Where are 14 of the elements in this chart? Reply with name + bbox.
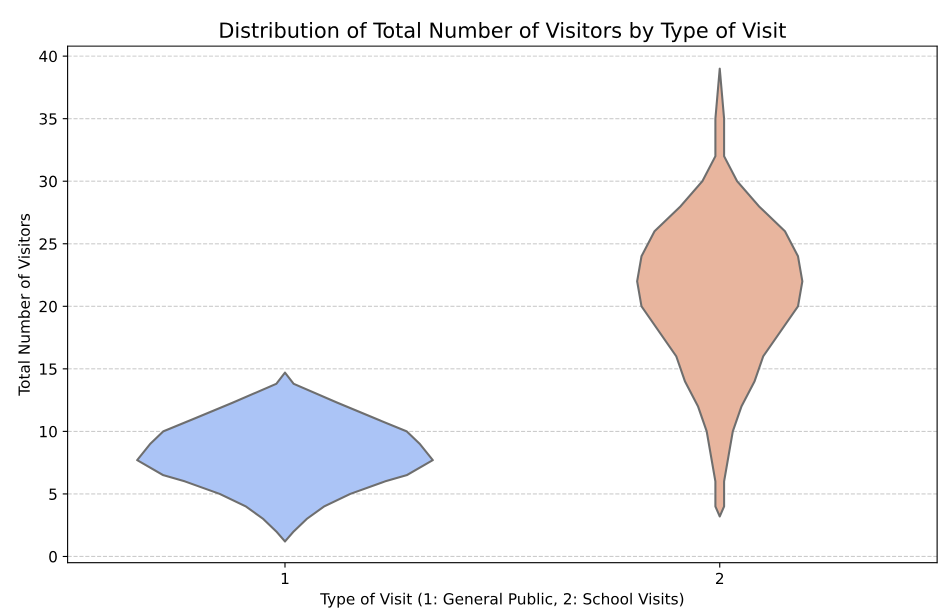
- x-tick-label: 1: [282, 572, 288, 584]
- x-tick-label: 2: [716, 572, 724, 584]
- y-tick-label: 35: [40, 113, 57, 125]
- y-tick-label: 5: [49, 488, 57, 500]
- chart-title: Distribution of Total Number of Visitors by Type of Visit: [220, 22, 786, 42]
- y-axis-title: Total Number of Visitors: [18, 214, 30, 396]
- y-tick-label: 20: [40, 300, 57, 312]
- y-tick-label: 30: [40, 176, 57, 188]
- y-tick-label: 0: [49, 550, 57, 562]
- y-tick-label: 25: [40, 238, 57, 250]
- x-axis-title: Type of Visit (1: General Public, 2: School Visits): [320, 592, 684, 608]
- y-tick-label: 40: [39, 50, 57, 62]
- y-tick-label: 10: [40, 426, 57, 438]
- y-tick-label: 15: [40, 364, 57, 375]
